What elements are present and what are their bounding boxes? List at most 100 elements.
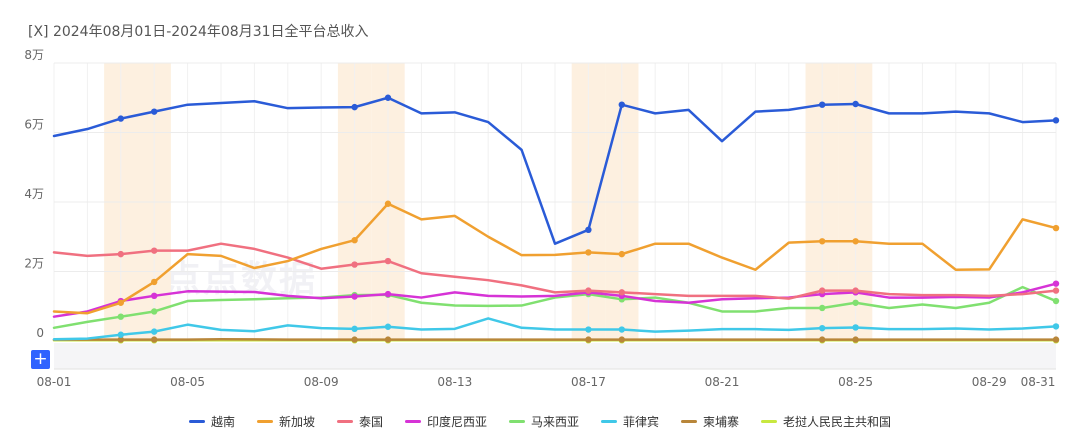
legend-swatch: [681, 420, 698, 423]
line-chart: 0 2万 4万 6万 8万 08-01 08-05 08-09 08-13 08-17 08-21 0…: [24, 48, 1060, 389]
data-point: [585, 287, 592, 294]
data-point: [585, 249, 592, 256]
data-point: [618, 326, 625, 333]
data-point: [618, 336, 625, 343]
x-tick-label: 08-05: [170, 375, 205, 389]
legend-swatch: [761, 420, 778, 423]
data-point: [351, 261, 358, 268]
data-point: [819, 238, 826, 245]
data-point: [852, 238, 859, 245]
data-point: [151, 108, 158, 115]
range-slider: [54, 343, 1056, 369]
data-point: [351, 237, 358, 244]
legend-label: 马来西亚: [531, 415, 580, 429]
series-line: [52, 96, 1058, 245]
legend-item[interactable]: 印度尼西亚: [404, 413, 487, 430]
series-line: [52, 202, 1058, 315]
legend-item[interactable]: 菲律宾: [601, 413, 659, 430]
chart-legend: 越南 新加坡 泰国 印度尼西亚 马来西亚 菲律宾 柬埔寨 老挝人民民主共和国: [0, 413, 1080, 430]
data-point: [384, 323, 392, 330]
legend-item[interactable]: 泰国: [336, 413, 383, 430]
data-point: [1052, 297, 1060, 305]
data-point: [618, 101, 625, 108]
data-point: [618, 250, 625, 258]
data-point: [151, 308, 158, 315]
legend-item[interactable]: 新加坡: [256, 413, 315, 430]
x-tick-label: 08-17: [571, 375, 606, 389]
legend-item[interactable]: 马来西亚: [509, 413, 579, 430]
data-point: [1052, 287, 1060, 294]
data-point: [1052, 117, 1060, 124]
legend-label: 柬埔寨: [703, 415, 740, 429]
data-point: [117, 331, 125, 338]
data-point: [618, 289, 625, 296]
data-point: [585, 326, 592, 333]
data-point: [351, 325, 358, 333]
data-point: [151, 328, 158, 335]
data-point: [1052, 323, 1060, 330]
data-point: [819, 304, 826, 312]
data-point: [819, 101, 826, 108]
data-point: [1052, 280, 1060, 287]
series-line: [52, 282, 1058, 318]
legend-item[interactable]: 柬埔寨: [681, 413, 739, 430]
data-point: [151, 292, 158, 300]
legend-swatch: [336, 420, 353, 423]
legend-item[interactable]: 老挝人民民主共和国: [761, 413, 891, 430]
data-point: [852, 324, 859, 331]
legend-label: 新加坡: [278, 415, 315, 429]
data-point: [117, 313, 125, 320]
legend-swatch: [256, 420, 273, 423]
data-point: [151, 336, 158, 343]
data-point: [585, 226, 592, 233]
data-point: [117, 336, 125, 343]
data-point: [819, 336, 826, 343]
data-point: [852, 100, 859, 108]
x-tick-label: 08-13: [437, 375, 472, 389]
data-point: [117, 250, 125, 258]
y-tick-label: 4万: [24, 187, 44, 201]
chart-title: [X] 2024年08月01日-2024年08月31日全平台总收入: [28, 24, 369, 40]
data-point: [384, 94, 392, 101]
x-tick-label: 08-09: [304, 375, 339, 389]
legend-label: 老挝人民民主共和国: [783, 415, 892, 429]
legend-label: 泰国: [358, 415, 383, 429]
y-tick-label: 2万: [24, 257, 44, 271]
data-point: [1052, 336, 1060, 343]
x-tick-label: 08-31: [1021, 375, 1056, 389]
data-point: [117, 115, 125, 122]
x-tick-label: 08-01: [37, 375, 72, 389]
legend-swatch: [601, 420, 618, 423]
series-line: [52, 242, 1058, 300]
legend-label: 菲律宾: [623, 415, 660, 429]
legend-label: 印度尼西亚: [426, 415, 487, 429]
data-point: [351, 336, 358, 343]
x-tick-label: 08-29: [972, 375, 1007, 389]
data-point: [852, 299, 859, 306]
data-point: [384, 336, 392, 343]
legend-swatch: [404, 420, 421, 423]
legend-swatch: [188, 420, 205, 423]
legend-item[interactable]: 越南: [188, 413, 235, 430]
data-point: [151, 247, 158, 254]
series-line: [52, 317, 1058, 341]
data-point: [819, 287, 826, 294]
data-point: [384, 290, 392, 298]
data-point: [384, 257, 392, 265]
data-point: [351, 103, 358, 111]
x-tick-label: 08-21: [705, 375, 740, 389]
y-tick-label: 0: [36, 326, 44, 340]
data-point: [852, 287, 859, 294]
data-point: [151, 278, 158, 286]
x-tick-label: 08-25: [838, 375, 873, 389]
add-button[interactable]: +: [31, 350, 50, 369]
series-line: [52, 285, 1058, 330]
data-point: [1052, 224, 1060, 232]
data-point: [852, 336, 859, 343]
data-point: [351, 293, 358, 300]
data-point: [384, 200, 392, 207]
data-point: [117, 299, 125, 306]
y-tick-label: 6万: [24, 118, 44, 132]
data-point: [585, 336, 592, 343]
legend-label: 越南: [210, 415, 235, 429]
